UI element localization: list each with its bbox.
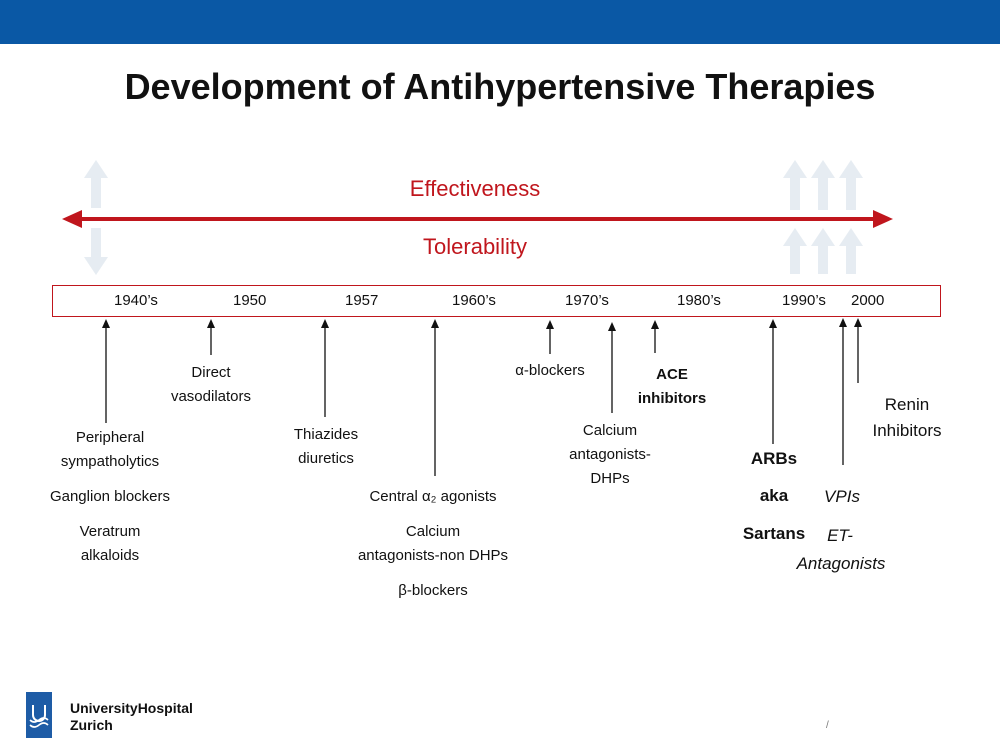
label-alpha-blockers: α-blockers xyxy=(515,362,585,379)
timeline-bar xyxy=(52,285,941,317)
label-thiazide-diuretics: Thiazides diuretics xyxy=(266,423,386,471)
text-diuretics: diuretics xyxy=(298,450,354,467)
text-sympatholytics: sympatholytics xyxy=(60,453,160,470)
year-1957: 1957 xyxy=(345,292,379,309)
tolerability-label: Tolerability xyxy=(423,234,527,259)
text-thiazides: Thiazides xyxy=(293,426,359,443)
text-dhps: DHPs xyxy=(590,470,630,487)
label-central-a2-agonists: Central α₂ agonists xyxy=(369,488,497,505)
slide-title: Development of Antihypertensive Therapie… xyxy=(124,66,876,107)
text-calcium-1: Calcium xyxy=(405,523,461,540)
label-sartans: Sartans xyxy=(742,524,806,543)
text-inhibitors: inhibitors xyxy=(637,390,707,407)
year-1950: 1950 xyxy=(233,292,267,309)
year-1970s: 1970’s xyxy=(565,292,609,309)
faint-updown-arrow-left xyxy=(84,160,108,275)
label-beta-blockers: β-blockers xyxy=(398,582,468,599)
text-renin: Renin xyxy=(884,395,930,414)
label-aka: aka xyxy=(759,486,789,505)
text-vasodilators: vasodilators xyxy=(170,388,252,405)
label-et: ET- xyxy=(827,526,853,545)
label-vpis: VPIs xyxy=(824,487,860,506)
faint-up-arrows-right xyxy=(783,160,863,274)
label-renin-inhibitors: Renin Inhibitors xyxy=(852,392,962,444)
year-1980s: 1980’s xyxy=(677,292,721,309)
text-veratrum: Veratrum xyxy=(79,523,141,540)
text-direct: Direct xyxy=(191,364,231,381)
text-renin-inhibitors: Inhibitors xyxy=(872,421,942,440)
effectiveness-label: Effectiveness xyxy=(409,176,541,201)
effectiveness-double-arrow xyxy=(62,210,893,228)
logo-line-1: UniversityHospital xyxy=(70,700,193,716)
logo-emblem-icon xyxy=(26,692,52,738)
label-direct-vasodilators: Direct vasodilators xyxy=(151,361,271,409)
text-ace: ACE xyxy=(656,366,688,383)
hospital-logo-icon xyxy=(26,692,52,738)
label-ganglion-blockers: Ganglion blockers xyxy=(49,488,171,505)
logo-line-2: Zurich xyxy=(70,717,113,733)
top-banner xyxy=(0,0,1000,44)
label-calcium-non-dhps: Calcium antagonists-non DHPs xyxy=(333,520,533,568)
year-1990s: 1990’s xyxy=(782,292,826,309)
label-antagonists: Antagonists xyxy=(796,554,886,573)
text-alkaloids: alkaloids xyxy=(80,547,140,564)
text-calcium-nondhp: antagonists-non DHPs xyxy=(357,547,509,564)
text-peripheral: Peripheral xyxy=(75,429,145,446)
hospital-logo-text: UniversityHospital Zurich xyxy=(70,700,193,734)
page-number: / xyxy=(826,720,829,731)
label-veratrum-alkaloids: Veratrum alkaloids xyxy=(20,520,200,568)
year-1940s: 1940’s xyxy=(114,292,158,309)
label-arbs: ARBs xyxy=(750,449,798,468)
label-peripheral-sympatholytics: Peripheral sympatholytics xyxy=(20,426,200,474)
label-calcium-dhps: Calcium antagonists- DHPs xyxy=(550,419,670,491)
label-ace-inhibitors: ACE inhibitors xyxy=(612,363,732,411)
year-1960s: 1960’s xyxy=(452,292,496,309)
year-2000: 2000 xyxy=(851,292,885,309)
text-calcium-2: Calcium xyxy=(582,422,638,439)
text-antagonists: antagonists- xyxy=(569,446,651,463)
